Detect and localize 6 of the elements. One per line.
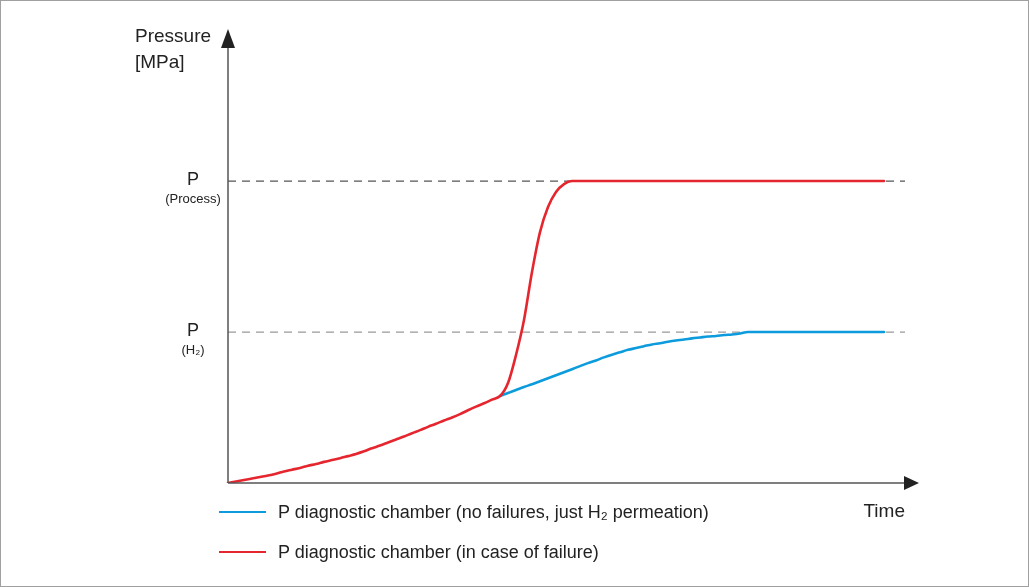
- x-axis-title: Time: [863, 500, 905, 521]
- legend-label: P diagnostic chamber (in case of failure): [278, 541, 599, 563]
- ref-line-label: P (H₂): [181, 320, 205, 358]
- ref-line-label: P (Process): [165, 169, 221, 207]
- legend-label: P diagnostic chamber (no failures, just H₂ permeation): [278, 501, 709, 523]
- text: Pressure [MPa]: [135, 24, 213, 74]
